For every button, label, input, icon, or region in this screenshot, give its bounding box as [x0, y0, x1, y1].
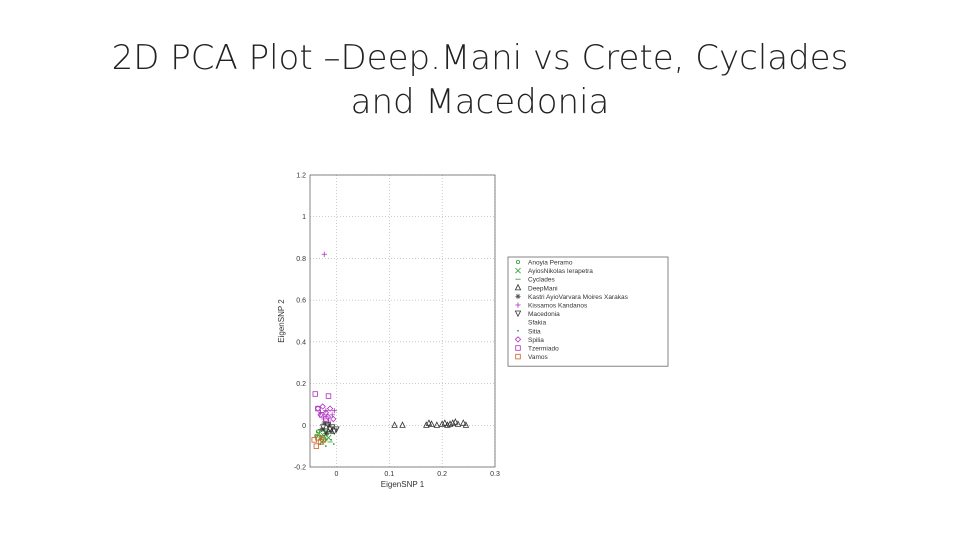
y-tick-label: 0	[302, 423, 306, 430]
data-point	[423, 421, 430, 428]
data-point	[462, 421, 470, 428]
x-tick-label: 0.2	[437, 471, 447, 478]
legend-box	[507, 256, 669, 367]
data-point	[325, 393, 332, 399]
x-tick-label: 0.3	[490, 471, 500, 478]
legend-entry-label: AyiosNikolas Ierapetra	[528, 268, 593, 275]
legend-entry-label: Anoyia Peramo	[528, 260, 573, 267]
y-tick-label: 1	[302, 214, 306, 221]
y-tick-label: 0.2	[296, 381, 306, 388]
legend-marker	[517, 329, 519, 332]
pca-scatter-plot: 0 0.1 0.2 0.3 -0.2 0 0.2 0.4 0.6 0.8 1 1.2 EigenSNP…	[277, 173, 669, 489]
data-point	[321, 251, 327, 257]
legend-entry-label: Macedonia	[528, 311, 560, 318]
data-point	[438, 420, 446, 427]
x-axis-label: EigenSNP 1	[381, 480, 425, 489]
data-point	[331, 408, 337, 414]
legend-marker	[514, 310, 522, 318]
data-point	[332, 443, 335, 445]
data-point	[454, 420, 462, 427]
data-point	[460, 419, 467, 426]
legend-marker	[515, 353, 521, 360]
data-point	[313, 443, 320, 449]
grid-lines	[310, 174, 496, 468]
legend-marker	[515, 260, 520, 265]
legend-marker	[515, 293, 521, 299]
legend-entry-label: Sitia	[528, 328, 541, 335]
y-tick-label: -0.2	[294, 465, 306, 472]
data-point	[330, 415, 337, 423]
y-tick-label: 1.2	[296, 173, 306, 180]
legend-entry-label: Kastri AyioVarvara Moires Xarakas	[528, 294, 629, 301]
axis-ticks: 0 0.1 0.2 0.3 -0.2 0 0.2 0.4 0.6 0.8 1 1.2	[294, 173, 500, 479]
slide-title: 2D PCA Plot –Deep.Mani vs Crete, Cyclade…	[40, 36, 920, 124]
x-tick-label: 0.1	[384, 471, 394, 478]
data-point	[441, 419, 449, 426]
data-point	[330, 438, 333, 441]
data-point	[425, 419, 433, 426]
legend-marker	[515, 302, 521, 308]
legend-entry-label: Kissamos Kandanos	[528, 303, 588, 310]
data-point	[328, 424, 336, 431]
data-point	[315, 405, 321, 412]
data-point	[324, 422, 332, 429]
data-point	[319, 426, 325, 433]
data-point	[322, 409, 330, 416]
data-point	[399, 421, 406, 428]
legend-marker	[514, 283, 522, 291]
data-point	[312, 391, 318, 397]
data-point	[446, 420, 454, 427]
slide-title-line-1: 2D PCA Plot –Deep.Mani vs Crete, Cyclade…	[111, 38, 849, 78]
legend-marker	[515, 345, 521, 351]
legend-entry-label: DeepMani	[528, 285, 558, 292]
data-point	[322, 428, 330, 436]
legend-entry-label: Cyclades	[528, 277, 555, 284]
y-tick-label: 0.4	[296, 339, 306, 346]
data-point	[449, 419, 456, 426]
y-axis-label: EigenSNP 2	[277, 299, 286, 343]
data-points	[311, 251, 470, 449]
data-point	[320, 437, 326, 443]
legend-entry-label: Tzermiado	[528, 346, 559, 353]
plot-frame	[309, 174, 496, 468]
data-point	[391, 421, 398, 428]
y-tick-label: 0.6	[296, 298, 306, 305]
legend-marker	[514, 336, 522, 343]
y-tick-label: 0.8	[296, 256, 306, 263]
data-point	[319, 403, 326, 410]
data-point	[323, 416, 329, 422]
data-point	[452, 418, 459, 425]
data-point	[318, 412, 325, 418]
slide-title-line-2: and Macedonia	[350, 82, 610, 122]
legend-entry-label: Vamos	[528, 354, 548, 361]
data-point	[329, 412, 335, 418]
data-point	[324, 445, 327, 448]
legend-marker	[515, 267, 521, 274]
legend-entry-label: Spilia	[528, 337, 544, 344]
data-point	[315, 429, 320, 434]
data-point	[433, 421, 441, 428]
data-point	[328, 428, 334, 435]
legend-entry-label: Sfakia	[528, 320, 546, 327]
data-point	[428, 420, 435, 427]
data-point	[444, 421, 451, 428]
x-tick-label: 0	[334, 471, 338, 478]
data-point	[314, 405, 322, 412]
data-point	[319, 424, 327, 431]
data-point	[326, 405, 334, 412]
data-point	[331, 428, 338, 436]
data-point	[326, 426, 334, 433]
data-point	[333, 426, 340, 433]
data-point	[321, 420, 327, 426]
